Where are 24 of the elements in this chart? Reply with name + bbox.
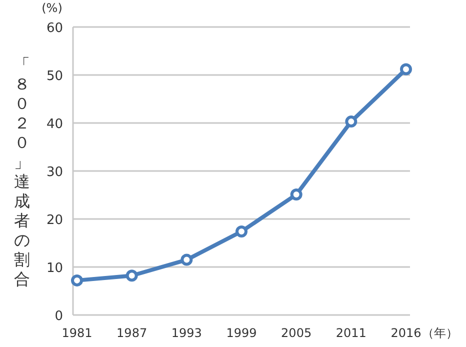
point: [71, 274, 83, 286]
text: (%): [42, 1, 62, 15]
point: [345, 116, 358, 128]
x-tick-label: 2011: [336, 326, 366, 340]
text: 「８０２０」達成者の割合: [14, 55, 30, 288]
y-tick-label: 50: [46, 69, 63, 84]
y-tick-label: 20: [46, 213, 63, 228]
x-tick-label: 1993: [171, 326, 202, 340]
y-tick-label: 60: [46, 21, 63, 36]
y-tick-label: 30: [46, 165, 63, 180]
point: [126, 270, 138, 282]
point: [290, 188, 302, 201]
x-tick-label: 2005: [281, 326, 312, 340]
x-axis-title: （年）: [422, 326, 458, 340]
point: [180, 254, 193, 266]
x-tick-label: 1987: [116, 326, 148, 340]
y-tick-label: 0: [54, 309, 63, 324]
y-tick-label: 10: [46, 261, 63, 276]
y-tick-label: 40: [46, 117, 63, 132]
x-tick-label: 2016: [390, 326, 422, 340]
point: [236, 225, 248, 238]
point: [400, 63, 412, 76]
x-tick-label: 1981: [62, 326, 92, 340]
x-tick-label: 1999: [226, 326, 257, 340]
